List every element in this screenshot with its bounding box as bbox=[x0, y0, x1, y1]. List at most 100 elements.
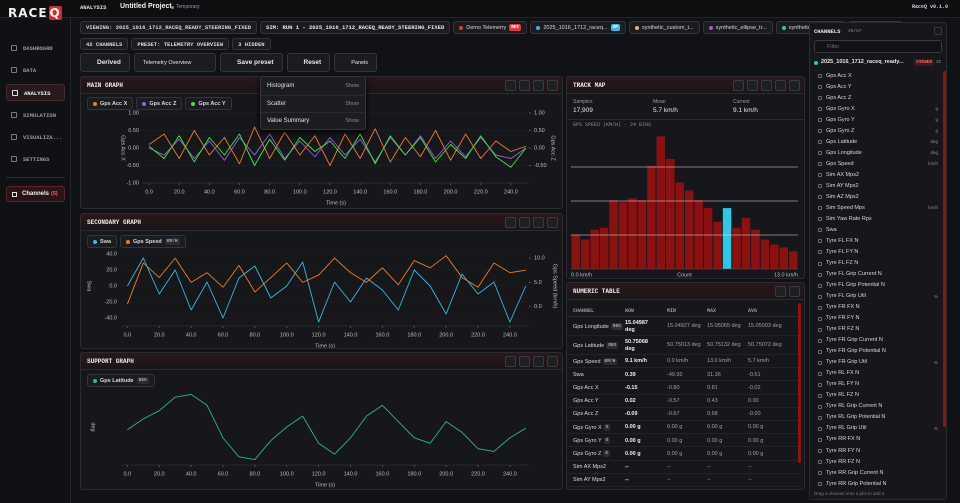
channel-item[interactable]: Tyre FR Grip Current N bbox=[814, 336, 942, 346]
legend-chip[interactable]: Gps Acc Y bbox=[185, 97, 232, 110]
panel-button[interactable] bbox=[733, 80, 744, 91]
channel-name: Tyre FL FY N bbox=[826, 248, 859, 255]
panel-title: TRACK MAP bbox=[573, 82, 606, 89]
channel-item[interactable]: Tyre FL Grip Potential N bbox=[814, 281, 942, 291]
channel-item[interactable]: Gps Acc Z bbox=[814, 93, 942, 103]
nav-item[interactable]: VISUALIZA... bbox=[6, 129, 65, 146]
channel-item[interactable]: Tyre RL FZ N bbox=[814, 391, 942, 401]
channel-item[interactable]: Tyre FL Grip Util% bbox=[814, 292, 942, 302]
menu-item[interactable]: Scatter Show bbox=[261, 95, 365, 112]
channel-item[interactable]: Tyre RL FX N bbox=[814, 369, 942, 379]
channels-button[interactable]: Channels (5) bbox=[6, 186, 65, 202]
channel-item[interactable]: Tyre RL FY N bbox=[814, 380, 942, 390]
channel-item[interactable]: Sim AY Mps2 bbox=[814, 181, 942, 191]
legend-chip[interactable]: Gps Acc X bbox=[87, 97, 134, 110]
nav-icon bbox=[11, 156, 17, 162]
channel-item[interactable]: Gps Longitude deg bbox=[814, 148, 942, 158]
histogram-bar bbox=[713, 221, 722, 269]
channel-item[interactable]: Gps Speed km/h bbox=[814, 159, 942, 169]
channel-item[interactable]: Tyre FL FX N bbox=[814, 236, 942, 246]
panel-button[interactable] bbox=[519, 356, 530, 367]
channel-item[interactable]: Sim AX Mps2 bbox=[814, 170, 942, 180]
channel-item[interactable]: Tyre FL FY N bbox=[814, 247, 942, 257]
x-tick-label: 180.0 bbox=[407, 332, 421, 338]
panel-button[interactable] bbox=[775, 80, 786, 91]
panel-button[interactable] bbox=[533, 217, 544, 228]
run-chip[interactable]: Demo Telemetry REF bbox=[453, 21, 528, 34]
menu-item[interactable]: Histogram Show bbox=[261, 78, 365, 95]
save-preset-button[interactable]: Save preset bbox=[220, 53, 283, 72]
panel-button[interactable] bbox=[547, 80, 558, 91]
channel-item[interactable]: Tyre FR Grip Potential N bbox=[814, 347, 942, 357]
channel-item[interactable]: Tyre FL Grip Current N bbox=[814, 270, 942, 280]
nav-item[interactable]: DATA bbox=[6, 62, 65, 79]
close-button[interactable] bbox=[934, 27, 942, 35]
channel-item[interactable]: Gps Gyro X g bbox=[814, 104, 942, 114]
run-chip[interactable]: synthetic_ellipse_tr... bbox=[702, 21, 773, 34]
channel-item[interactable]: Tyre RR Grip Potential N bbox=[814, 479, 942, 489]
stat-value: 17,909 bbox=[573, 107, 593, 114]
preset-select[interactable]: Telemetry Overview bbox=[134, 53, 216, 72]
panel-button[interactable] bbox=[547, 217, 558, 228]
histogram-bar bbox=[628, 198, 637, 269]
derived-button[interactable]: Derived bbox=[80, 53, 130, 72]
channel-item[interactable]: Sim Yaw Rate Rps bbox=[814, 214, 942, 224]
channel-bullet bbox=[818, 371, 822, 376]
nav-item[interactable]: SIMULATION bbox=[6, 107, 65, 124]
channel-item[interactable]: Gps Acc Y bbox=[814, 82, 942, 92]
channel-item[interactable]: Gps Gyro Y g bbox=[814, 115, 942, 125]
panel-button[interactable] bbox=[761, 80, 772, 91]
nav-item[interactable]: DASHBOARD bbox=[6, 40, 65, 57]
panel-button[interactable] bbox=[747, 80, 758, 91]
channel-item[interactable]: Tyre FR FY N bbox=[814, 314, 942, 324]
panel-button[interactable] bbox=[775, 286, 786, 297]
channel-item[interactable]: Tyre RR Grip Current N bbox=[814, 468, 942, 478]
channel-item[interactable]: Swa bbox=[814, 225, 942, 235]
histogram-bar bbox=[599, 227, 609, 269]
channel-item[interactable]: Tyre FR Grip Util% bbox=[814, 358, 942, 368]
panel-button[interactable] bbox=[505, 217, 516, 228]
nav-label: SETTINGS bbox=[23, 156, 50, 163]
legend-chip[interactable]: Gps Latitude DEG bbox=[87, 374, 155, 387]
legend: Gps Latitude DEG bbox=[87, 374, 155, 387]
panel-button[interactable] bbox=[505, 80, 516, 91]
channel-name: Sim AZ Mps2 bbox=[826, 193, 859, 200]
channel-item[interactable]: Tyre RL Grip Current N bbox=[814, 402, 942, 412]
run-chip[interactable]: 2025_1016_1712_raceq... SP bbox=[530, 21, 626, 34]
panel-button[interactable] bbox=[789, 286, 800, 297]
panel-button[interactable] bbox=[547, 356, 558, 367]
channel-item[interactable]: Tyre FR FX N bbox=[814, 303, 942, 313]
panel-button[interactable] bbox=[533, 80, 544, 91]
nav-item[interactable]: ANALYSIS bbox=[6, 84, 65, 101]
legend-chip[interactable]: Swa bbox=[87, 235, 118, 248]
channel-item[interactable]: Gps Gyro Z g bbox=[814, 126, 942, 136]
panels-button[interactable]: Panels bbox=[334, 53, 378, 72]
channel-item[interactable]: Tyre RL Grip Potential N bbox=[814, 413, 942, 423]
channel-item[interactable]: Tyre RR FZ N bbox=[814, 457, 942, 467]
source-row[interactable]: 2025_1016_1712_raceq_ready... VIEWED 35 bbox=[814, 58, 944, 68]
panel-button[interactable] bbox=[789, 80, 800, 91]
panel-button[interactable] bbox=[533, 356, 544, 367]
channel-item[interactable]: Tyre FR FZ N bbox=[814, 325, 942, 335]
channel-item[interactable]: Tyre RL Grip Util% bbox=[814, 424, 942, 434]
channel-item[interactable]: Tyre FL FZ N bbox=[814, 259, 942, 269]
channel-item[interactable]: Gps Acc X bbox=[814, 71, 942, 81]
histogram-bar bbox=[647, 165, 656, 269]
channel-item[interactable]: Sim Speed Mps km/h bbox=[814, 203, 942, 213]
legend-chip[interactable]: Gps Speed KM/H bbox=[120, 235, 186, 248]
menu-item[interactable]: Value Summary Show bbox=[261, 112, 365, 129]
run-chip[interactable]: synthetic_custom_t... bbox=[628, 21, 700, 34]
legend-chip[interactable]: Gps Acc Z bbox=[136, 97, 183, 110]
channel-item[interactable]: Sim AZ Mps2 bbox=[814, 192, 942, 202]
nav-item[interactable]: SETTINGS bbox=[6, 151, 65, 168]
reset-button[interactable]: Reset bbox=[286, 53, 331, 72]
channel-item[interactable]: Tyre RR FY N bbox=[814, 446, 942, 456]
panel-button[interactable] bbox=[505, 356, 516, 367]
channel-item[interactable]: Gps Latitude deg bbox=[814, 137, 942, 147]
value-cell: 0.00 g bbox=[625, 450, 641, 457]
panel-button[interactable] bbox=[519, 217, 530, 228]
filter-input[interactable]: Filter bbox=[814, 40, 942, 53]
channel-item[interactable]: Tyre RR FX N bbox=[814, 435, 942, 445]
panel-button[interactable] bbox=[519, 80, 530, 91]
channel-name: Tyre RL FY N bbox=[826, 381, 860, 388]
